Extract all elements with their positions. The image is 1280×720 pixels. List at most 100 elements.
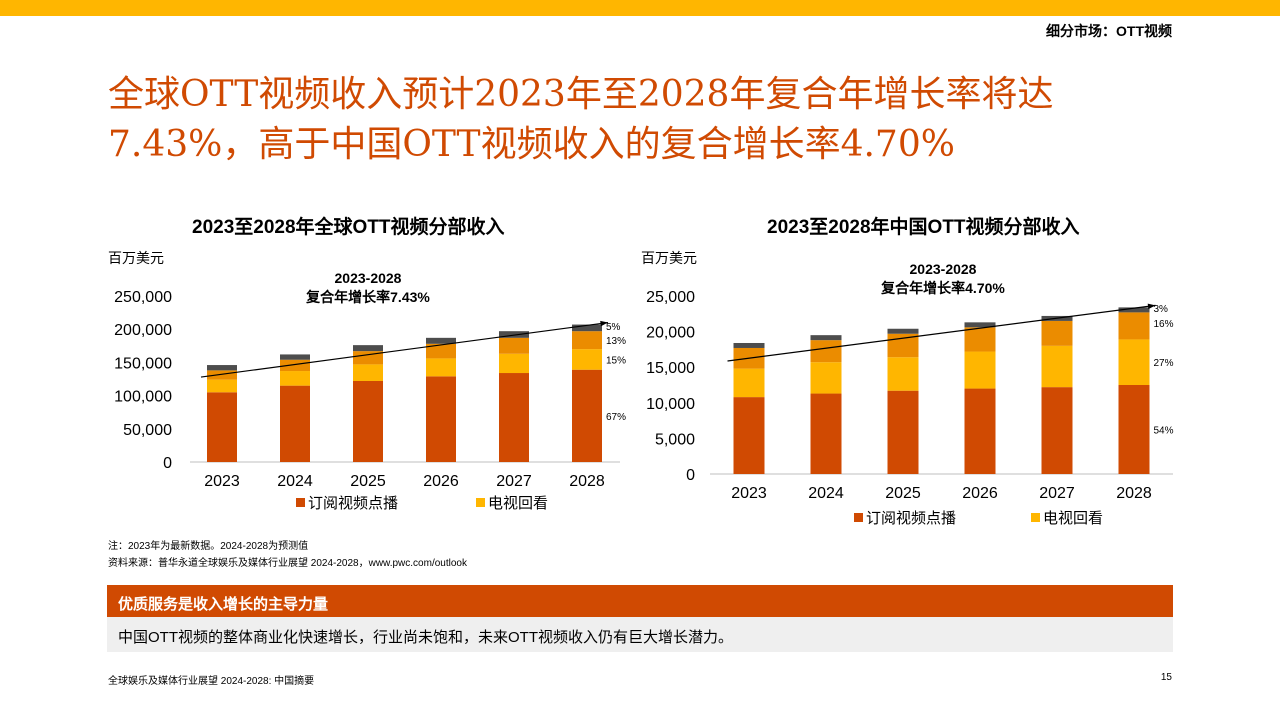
cagr-arrow-head xyxy=(600,320,608,327)
x-tick-label: 2023 xyxy=(204,473,240,490)
legend-label-1: 订阅视频点播 xyxy=(308,495,398,512)
banner-text: 中国OTT视频的整体商业化快速增长，行业尚未饱和，未来OTT视频收入仍有巨大增长… xyxy=(118,629,733,646)
footer-text: 全球娱乐及媒体行业展望 2024-2028: 中国摘要 xyxy=(108,676,315,687)
cagr-trend-line xyxy=(200,321,609,378)
x-tick-label: 2027 xyxy=(1039,485,1075,502)
global-chart-unit-label: 百万美元 xyxy=(108,250,164,266)
bar-segment-1 xyxy=(887,390,919,474)
bar-segment-3 xyxy=(964,327,996,352)
page-headline: 全球OTT视频收入预计2023年至2028年复合年增长率将达 7.43%，高于中… xyxy=(108,70,1188,170)
cagr-annotation-period: 2023-2028 xyxy=(335,270,402,286)
legend-label-2: 电视回看 xyxy=(488,495,548,512)
y-tick-label: 5,000 xyxy=(655,431,695,448)
y-tick-label: 0 xyxy=(163,455,172,472)
bar-segment-2 xyxy=(1041,345,1073,388)
y-tick-label: 50,000 xyxy=(123,422,172,439)
china-chart-unit-label: 百万美元 xyxy=(641,250,697,266)
bar-segment-2 xyxy=(207,379,237,393)
y-tick-label: 10,000 xyxy=(646,396,695,413)
y-tick-label: 25,000 xyxy=(646,289,695,306)
bar-segment-1 xyxy=(207,392,237,462)
x-tick-label: 2026 xyxy=(962,485,998,502)
legend-label-2: 电视回看 xyxy=(1043,510,1103,527)
bar-segment-3 xyxy=(353,351,383,365)
y-tick-label: 15,000 xyxy=(646,360,695,377)
source-note: 资料来源：普华永道全球娱乐及媒体行业展望 2024-2028，www.pwc.c… xyxy=(108,558,467,569)
bar-segment-2 xyxy=(280,371,310,386)
bar-segment-3 xyxy=(1118,312,1150,340)
headline-line-1: 全球OTT视频收入预计2023年至2028年复合年增长率将达 xyxy=(108,74,1054,115)
cagr-arrow-head xyxy=(1147,303,1156,310)
share-data-label: 13% xyxy=(606,336,626,347)
china-chart-title: 2023至2028年中国OTT视频分部收入 xyxy=(767,217,1080,238)
bar-segment-4 xyxy=(353,345,383,352)
x-tick-label: 2025 xyxy=(885,485,921,502)
bar-segment-3 xyxy=(207,370,237,380)
share-data-label: 15% xyxy=(606,355,626,366)
bar-segment-1 xyxy=(810,393,842,474)
share-data-label: 5% xyxy=(606,322,621,333)
legend-swatch-1 xyxy=(854,513,863,522)
banner-title: 优质服务是收入增长的主导力量 xyxy=(118,596,329,613)
y-tick-label: 250,000 xyxy=(114,289,172,306)
bar-segment-3 xyxy=(1041,320,1073,346)
global-chart-title: 2023至2028年全球OTT视频分部收入 xyxy=(192,217,505,238)
china-ott-revenue-chart: 0 5,000 10,000 15,000 20,000 25,000 2023 2024 20… xyxy=(646,261,1174,527)
y-tick-label: 150,000 xyxy=(114,355,172,372)
bar-segment-1 xyxy=(964,388,996,474)
bar-segment-1 xyxy=(280,385,310,462)
global-ott-revenue-chart: 0 50,000 100,000 150,000 200,000 250,000 2023 2… xyxy=(114,270,626,512)
x-tick-label: 2028 xyxy=(569,473,605,490)
bar-segment-2 xyxy=(572,349,602,370)
cagr-annotation-rate: 复合年增长率7.43% xyxy=(305,289,430,305)
share-data-label: 16% xyxy=(1154,319,1174,330)
bar-segment-2 xyxy=(353,364,383,381)
headline-line-2: 7.43%，高于中国OTT视频收入的复合增长率4.70% xyxy=(108,124,955,165)
bar-segment-4 xyxy=(207,365,237,371)
legend-swatch-2 xyxy=(476,498,485,507)
bar-segment-2 xyxy=(810,362,842,394)
legend-label-1: 订阅视频点播 xyxy=(866,510,956,527)
x-tick-label: 2024 xyxy=(277,473,313,490)
x-tick-label: 2025 xyxy=(350,473,386,490)
cagr-trend-line xyxy=(727,304,1156,362)
bar-segment-3 xyxy=(572,331,602,350)
key-takeaway-panel: 中国OTT视频的整体商业化快速增长，行业尚未饱和，未来OTT视频收入仍有巨大增长… xyxy=(107,617,1173,652)
bar-segment-4 xyxy=(499,331,529,338)
bar-segment-1 xyxy=(733,397,765,474)
x-tick-label: 2023 xyxy=(731,485,767,502)
bar-segment-1 xyxy=(353,380,383,462)
bar-segment-3 xyxy=(280,359,310,372)
bar-segment-4 xyxy=(810,335,842,341)
x-tick-label: 2026 xyxy=(423,473,459,490)
x-tick-label: 2027 xyxy=(496,473,532,490)
bar-segment-1 xyxy=(1118,385,1150,474)
bar-segment-4 xyxy=(887,328,919,334)
share-data-label: 27% xyxy=(1154,358,1174,369)
bar-segment-1 xyxy=(426,376,456,462)
top-accent-bar xyxy=(0,0,1280,16)
x-tick-label: 2024 xyxy=(808,485,844,502)
bar-segment-4 xyxy=(280,354,310,360)
bar-segment-2 xyxy=(733,368,765,398)
bar-segment-3 xyxy=(810,340,842,363)
bar-segment-2 xyxy=(964,351,996,389)
share-data-label: 54% xyxy=(1154,426,1174,437)
bar-segment-2 xyxy=(1118,339,1150,385)
bar-segment-1 xyxy=(572,369,602,462)
share-data-label: 3% xyxy=(1154,304,1169,315)
bar-segment-4 xyxy=(1118,307,1150,313)
data-note: 注：2023年为最新数据。2024-2028为预测值 xyxy=(108,541,309,552)
page-number: 15 xyxy=(1160,672,1172,683)
cagr-annotation-period: 2023-2028 xyxy=(910,261,977,277)
bar-segment-1 xyxy=(1041,387,1073,474)
bar-segment-4 xyxy=(572,324,602,332)
bar-segment-4 xyxy=(426,337,456,344)
key-takeaway-banner: 优质服务是收入增长的主导力量 xyxy=(107,585,1173,617)
bar-segment-3 xyxy=(426,343,456,359)
legend-swatch-2 xyxy=(1031,513,1040,522)
bar-segment-1 xyxy=(499,373,529,462)
bar-segment-4 xyxy=(964,322,996,328)
x-tick-label: 2028 xyxy=(1116,485,1152,502)
bar-segment-3 xyxy=(499,337,529,354)
